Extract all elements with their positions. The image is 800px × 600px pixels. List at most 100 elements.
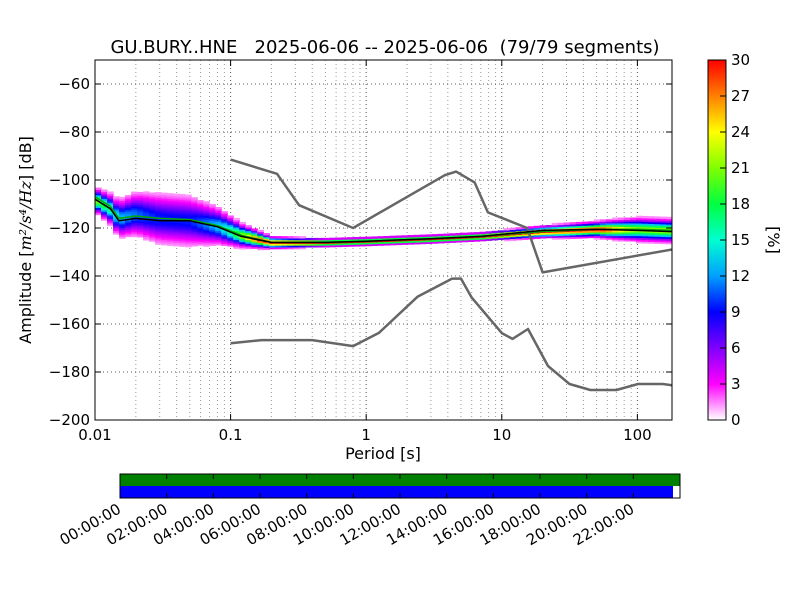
density-cell [191,222,198,225]
density-cell [137,220,144,224]
density-cell [173,235,180,238]
density-cell [119,198,126,202]
density-cell [497,235,505,239]
density-cell [299,243,306,246]
density-cell [185,207,192,210]
density-cell [143,200,150,203]
density-cell [197,219,204,223]
density-cell [233,244,240,248]
density-cell [221,225,228,229]
density-cell [173,197,180,200]
density-cell [647,226,655,230]
density-cell [125,229,132,232]
density-cell [137,206,144,209]
density-cell [509,238,517,241]
density-cell [281,243,288,246]
density-cell [509,229,517,232]
density-cell [203,210,210,213]
density-cell [557,231,565,235]
density-cell [629,239,637,242]
density-cell [647,235,655,239]
density-cell [617,231,625,235]
density-cell [155,204,162,207]
density-cell [665,220,672,223]
density-cell [131,231,138,234]
colorbar-tick-label: 21 [731,159,750,177]
density-cell [251,228,258,231]
density-cell [161,223,168,226]
density-cell [491,230,499,234]
density-cell [479,238,487,242]
density-cell [623,231,631,235]
density-cell [143,227,150,230]
chart-title: GU.BURY..HNE 2025-06-06 -- 2025-06-06 (7… [110,37,659,58]
density-cell [605,219,613,222]
density-cell [197,201,204,205]
density-cell [197,234,204,237]
density-cell [395,240,403,244]
density-cell [167,211,174,214]
density-cell [179,210,186,213]
density-cell [107,209,114,212]
density-cell [257,240,264,244]
density-cell [107,214,114,218]
density-cell [503,231,511,235]
density-cell [113,207,120,210]
density-cell [119,232,126,236]
density-cell [125,234,132,238]
density-cell [131,220,138,223]
density-cell [227,217,234,220]
density-cell [191,229,198,233]
density-cell [161,199,168,203]
density-cell [257,247,264,251]
density-cell [233,237,240,241]
density-cell [143,232,150,236]
density-cell [251,240,258,244]
density-cell [173,240,180,243]
density-cell [299,246,306,250]
density-cell [203,237,210,240]
density-cell [185,194,192,197]
density-cell [647,237,655,241]
density-cell [647,221,655,224]
density-cell [155,215,162,218]
density-cell [659,218,667,221]
density-cell [155,209,162,213]
density-cell [287,237,294,241]
density-cell [437,239,445,242]
density-cell [107,211,114,214]
density-cell [173,195,180,198]
density-cell [269,236,276,239]
density-cell [287,246,294,250]
density-cell [629,226,637,229]
density-cell [587,233,595,237]
density-cell [437,241,445,244]
density-cell [131,218,138,221]
density-cell [179,208,186,211]
density-cell [221,216,228,220]
density-cell [653,227,661,230]
density-cell [557,226,565,229]
density-cell [209,230,216,234]
density-cell [611,219,619,222]
density-cell [119,222,126,225]
density-cell [119,227,126,230]
density-cell [299,236,306,239]
density-cell [107,198,114,202]
density-cell [191,199,198,202]
density-cell [659,236,667,239]
colorbar-label: [%] [764,226,783,254]
density-cell [251,230,258,233]
density-cell [95,191,102,194]
density-cell [173,238,180,242]
density-cell [119,196,126,200]
density-cell [659,220,667,223]
density-cell [635,240,643,244]
density-cell [305,239,312,243]
density-cell [239,221,246,225]
density-cell [191,240,198,243]
density-cell [287,236,294,239]
density-cell [425,234,433,237]
density-cell [515,228,523,232]
density-cell [173,227,180,231]
